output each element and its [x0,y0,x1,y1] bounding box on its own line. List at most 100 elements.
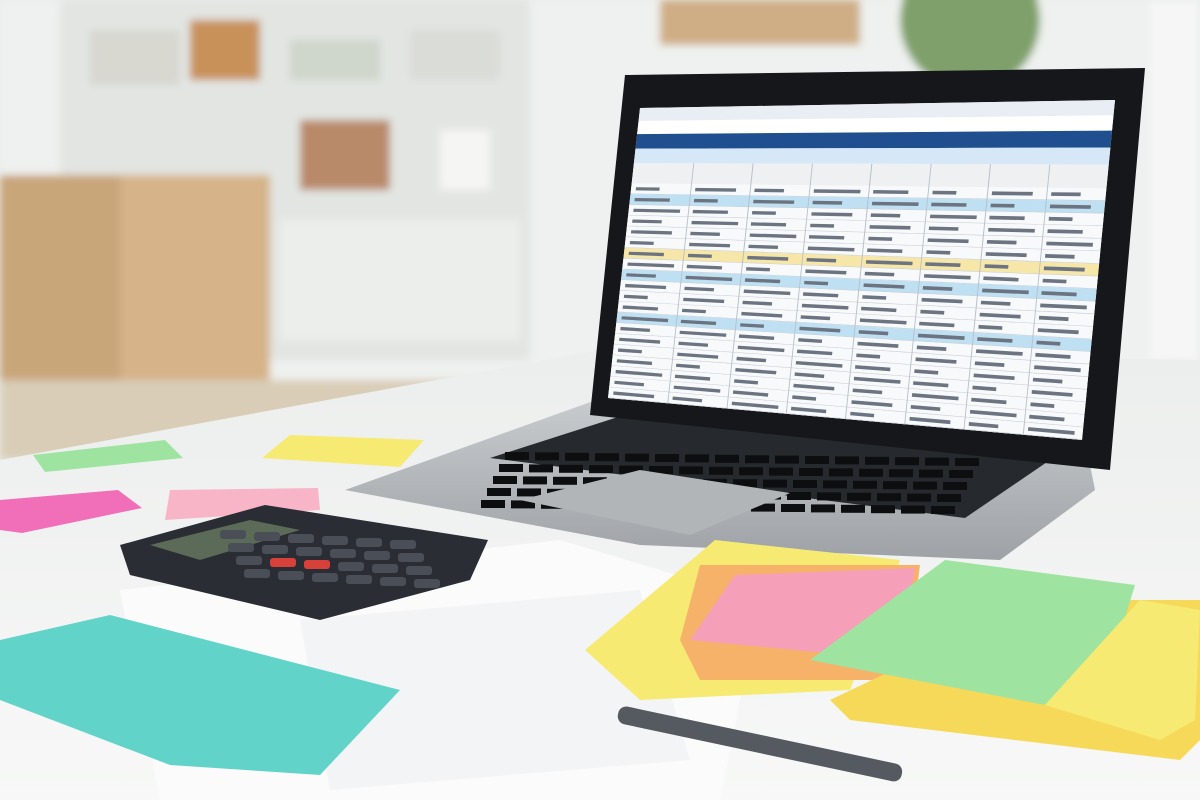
cell-text [873,190,909,194]
column-divider [667,163,695,404]
cell-text [856,353,881,359]
calculator [120,505,488,620]
cell-text [1045,254,1075,259]
cell-text [813,189,861,194]
key [871,505,895,514]
cell-text [673,385,721,393]
cell-text [800,315,831,321]
shelf-plant [410,30,500,80]
cell-text [672,396,703,403]
column-divider [963,164,991,430]
cell-text [909,416,951,425]
cell-text [986,240,1017,245]
cell-text [619,337,661,344]
cell-text [974,361,1005,367]
key [685,454,709,463]
shelf-vase [440,130,490,190]
calculator-key [296,547,322,556]
cell-text [749,233,797,239]
cell-text [632,219,662,224]
key [829,468,853,477]
cell-text [625,283,667,290]
cell-text [617,348,642,354]
cell-text [1037,328,1079,335]
cell-text [915,357,957,364]
cell-text [857,341,899,348]
key [709,466,733,475]
key [793,480,817,488]
cell-text [616,359,653,366]
cell-text [811,212,853,217]
cell-text [741,311,783,318]
cell-text [794,372,825,379]
key [925,457,949,466]
cell-text [1049,204,1091,209]
key [835,456,859,465]
cell-text [988,227,1035,233]
key [781,504,805,512]
cell-text [972,385,997,392]
cell-text [931,202,967,207]
cell-text [628,251,664,257]
cell-text [801,303,849,310]
sticky-note-yellow [1045,600,1200,740]
key [859,468,883,477]
cell-text [747,255,789,261]
shelf-box [190,20,260,80]
cell-text [799,326,841,333]
cell-text [626,273,656,278]
column-divider [726,163,754,409]
calculator-key [406,566,432,575]
cell-text [679,330,727,337]
key [775,455,799,464]
column-divider [845,163,873,420]
cell-text [982,288,1029,295]
column-divider [904,164,932,425]
cell-text [687,253,712,258]
key [655,454,679,462]
cell-text [991,191,1033,196]
calculator-key [312,573,338,582]
cell-text [674,374,711,381]
cell-text [1029,414,1065,422]
cell-text [808,235,845,240]
cell-text [737,345,785,353]
cell-text [806,258,837,263]
cell-text [693,198,718,203]
key [769,467,793,476]
cell-text [1036,340,1061,346]
key [511,500,535,509]
calculator-key [228,543,254,552]
calculator-key [390,540,416,549]
cell-text [686,264,723,270]
key [817,492,841,501]
cell-text [925,262,961,267]
cell-text [969,409,1017,418]
key [811,504,835,513]
cell-text [921,297,963,304]
cell-text [973,373,1015,380]
cell-text [635,187,660,191]
key [565,452,589,461]
key [913,481,937,490]
cell-text [620,326,650,332]
key [823,480,847,489]
calculator-key [338,562,364,571]
cell-text [865,260,913,266]
sticky-note-green [33,440,183,472]
key [589,465,613,474]
cell-text [1027,427,1075,435]
key [619,465,643,474]
key [493,476,517,484]
key [679,466,703,475]
trackpad [520,470,790,535]
cell-text [979,312,1021,319]
cell-text [734,379,759,385]
key [763,479,787,488]
cell-text [863,283,905,289]
calculator-key [380,577,406,586]
key [937,494,961,502]
calculator-key [288,534,314,543]
